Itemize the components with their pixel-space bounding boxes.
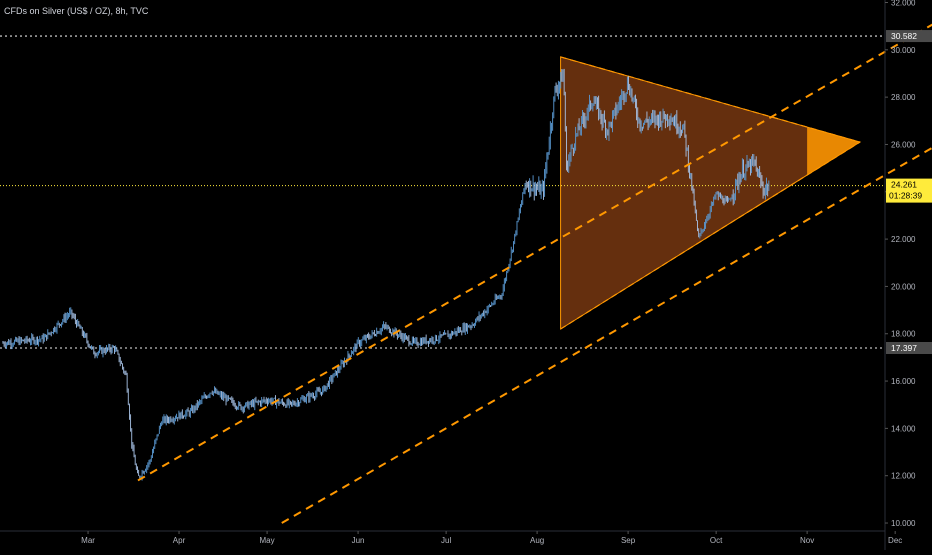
x-tick-label: Oct — [710, 536, 723, 545]
y-tick-label: 10.000 — [891, 519, 916, 528]
x-tick-label: Sep — [621, 536, 636, 545]
level-price-label: 17.397 — [891, 343, 917, 353]
y-tick-label: 30.000 — [891, 46, 916, 55]
triangle-lower-edge — [560, 141, 861, 330]
x-tick-label: Dec — [888, 536, 902, 545]
chart-title: CFDs on Silver (US$ / OZ), 8h, TVC — [4, 6, 149, 16]
triangle-pattern — [560, 56, 862, 330]
y-tick-label: 26.000 — [891, 140, 916, 149]
bar-countdown-label: 01:28:39 — [889, 191, 922, 201]
trendline — [137, 23, 932, 482]
y-tick-label: 16.000 — [891, 377, 916, 386]
y-tick-label: 22.000 — [891, 235, 916, 244]
x-tick-label: Jun — [352, 536, 365, 545]
level-price-label: 30.582 — [891, 31, 917, 41]
triangle-apex-highlight — [807, 127, 860, 176]
level-price-box — [886, 30, 932, 43]
y-tick-label: 28.000 — [891, 93, 916, 102]
y-tick-label: 32.000 — [891, 0, 916, 8]
x-tick-label: Jul — [441, 536, 451, 545]
current-price-box — [886, 178, 932, 203]
x-tick-label: Apr — [173, 536, 186, 545]
x-tick-label: May — [260, 536, 275, 545]
y-tick-label: 18.000 — [891, 330, 916, 339]
current-price-label: 24.261 — [891, 180, 917, 190]
y-tick-label: 14.000 — [891, 424, 916, 433]
triangle-upper-edge — [560, 56, 861, 143]
x-tick-label: Nov — [800, 536, 814, 545]
y-tick-label: 12.000 — [891, 472, 916, 481]
x-tick-label: Aug — [530, 536, 544, 545]
y-tick-label: 20.000 — [891, 282, 916, 291]
level-price-box — [886, 342, 932, 355]
x-tick-label: Mar — [81, 536, 95, 545]
trendline — [281, 146, 932, 524]
